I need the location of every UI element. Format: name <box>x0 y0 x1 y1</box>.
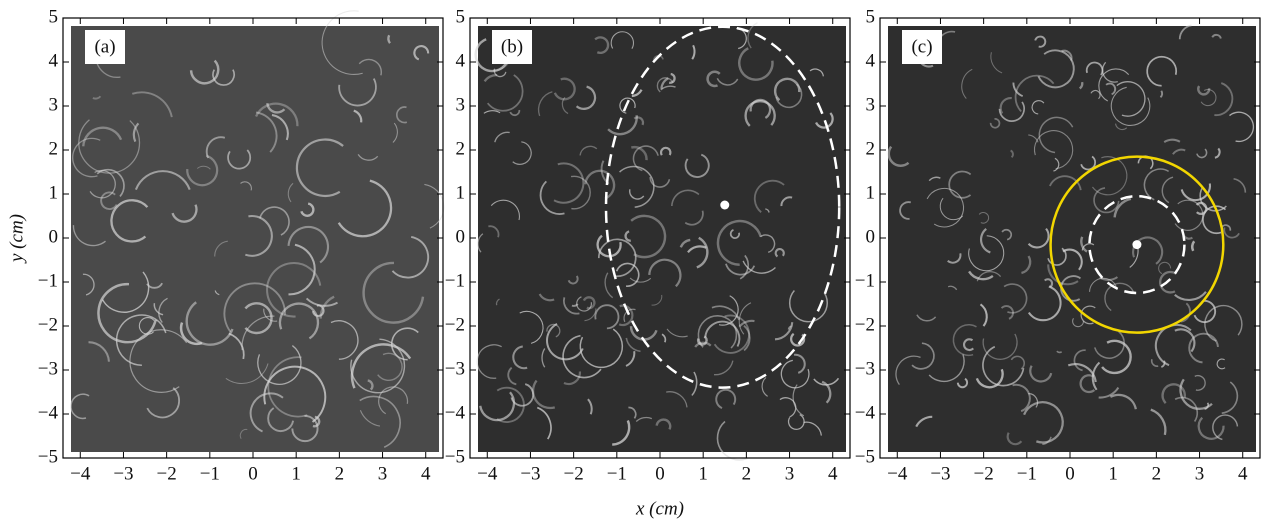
y-tick-label: −2 <box>38 314 58 335</box>
panel-label: (a) <box>94 36 115 57</box>
y-tick-label: −1 <box>445 270 465 291</box>
x-tick-label: 0 <box>1065 463 1075 484</box>
x-tick-label: 4 <box>1238 463 1248 484</box>
y-axis-label: y (cm) <box>6 214 27 264</box>
x-tick-label: 2 <box>742 463 752 484</box>
y-tick-label: 3 <box>456 94 466 115</box>
y-tick-label: 4 <box>456 50 466 71</box>
x-tick-label: −1 <box>1017 463 1037 484</box>
x-tick-label: 4 <box>421 463 431 484</box>
y-tick-label: −5 <box>855 446 875 467</box>
y-tick-label: 5 <box>49 6 59 27</box>
y-tick-label: 2 <box>49 138 59 159</box>
x-tick-label: 3 <box>785 463 795 484</box>
x-tick-label: 1 <box>1108 463 1118 484</box>
y-tick-label: 3 <box>49 94 59 115</box>
y-tick-label: 1 <box>866 182 876 203</box>
figure: (a) −4 −3 −2 −1 0 1 2 3 4 −5 −4 −3 −2 −1 0 1 2 3 4 5 y (cm) (b… <box>0 0 1262 527</box>
y-tick-label: 0 <box>49 226 59 247</box>
x-tick-label: 1 <box>698 463 708 484</box>
panel-label: (c) <box>911 36 932 57</box>
y-tick-label: 2 <box>456 138 466 159</box>
x-tick-label: 1 <box>291 463 301 484</box>
image-background <box>888 26 1256 452</box>
image-background <box>71 26 439 452</box>
y-tick-label: 0 <box>866 226 876 247</box>
x-tick-label: −3 <box>113 463 133 484</box>
x-tick-label: 4 <box>828 463 838 484</box>
x-tick-label: 3 <box>378 463 388 484</box>
x-axis-label: x (cm) <box>635 498 684 519</box>
y-tick-label: −2 <box>855 314 875 335</box>
y-tick-label: −4 <box>38 402 59 423</box>
y-tick-label: −3 <box>38 358 58 379</box>
y-tick-label: −4 <box>855 402 876 423</box>
y-tick-label: 1 <box>456 182 466 203</box>
y-tick-label: −1 <box>855 270 875 291</box>
y-tick-label: 4 <box>49 50 59 71</box>
x-tick-label: −2 <box>157 463 177 484</box>
x-tick-label: 0 <box>655 463 665 484</box>
y-tick-label: 4 <box>866 50 876 71</box>
y-tick-label: 5 <box>456 6 466 27</box>
flow-image <box>71 11 444 452</box>
x-tick-label: 3 <box>1195 463 1205 484</box>
x-tick-label: 2 <box>1152 463 1162 484</box>
y-tick-label: 1 <box>49 182 59 203</box>
y-tick-label: −1 <box>38 270 58 291</box>
x-tick-label: −4 <box>887 463 908 484</box>
x-tick-label: −1 <box>607 463 627 484</box>
y-tick-label: −5 <box>38 446 58 467</box>
x-tick-label: −4 <box>477 463 498 484</box>
overlay-point <box>1132 240 1141 249</box>
y-tick-label: −2 <box>445 314 465 335</box>
y-tick-label: 2 <box>866 138 876 159</box>
y-tick-label: −3 <box>855 358 875 379</box>
y-tick-label: 3 <box>866 94 876 115</box>
y-tick-label: 0 <box>456 226 466 247</box>
flow-image <box>476 23 846 460</box>
flow-image <box>888 25 1256 452</box>
y-tick-label: 5 <box>866 6 876 27</box>
panel-label: (b) <box>501 36 523 57</box>
x-tick-label: −4 <box>70 463 91 484</box>
x-tick-label: −2 <box>974 463 994 484</box>
x-tick-label: 2 <box>335 463 345 484</box>
x-tick-label: −2 <box>564 463 584 484</box>
y-tick-label: −4 <box>445 402 466 423</box>
y-tick-label: −5 <box>445 446 465 467</box>
x-tick-label: −1 <box>200 463 220 484</box>
x-tick-label: −3 <box>930 463 950 484</box>
x-tick-label: 0 <box>248 463 258 484</box>
x-tick-label: −3 <box>520 463 540 484</box>
y-tick-label: −3 <box>445 358 465 379</box>
overlay-point <box>720 201 729 210</box>
